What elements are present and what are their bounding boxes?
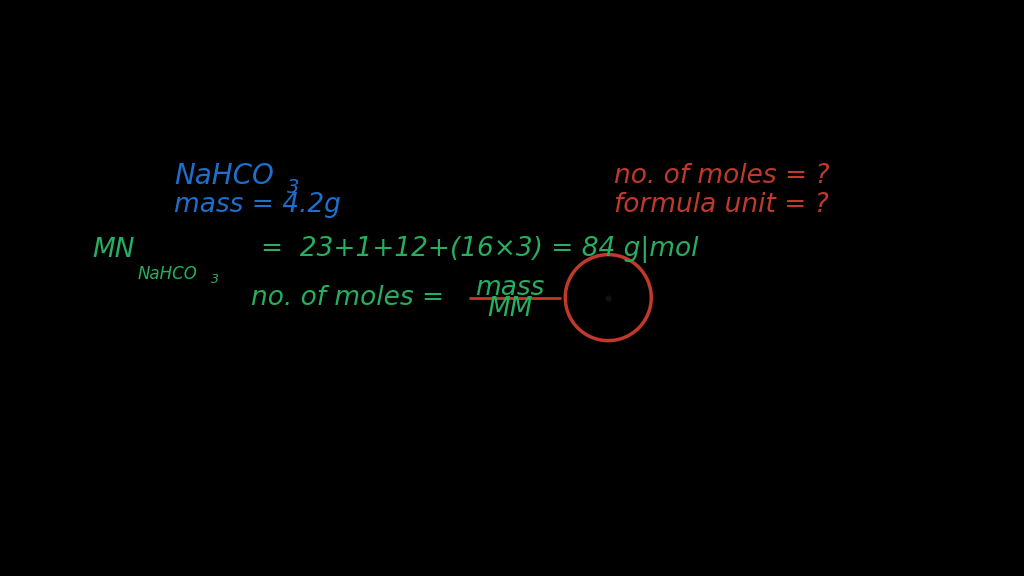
- Text: MN: MN: [92, 237, 135, 263]
- Text: no. of moles =: no. of moles =: [251, 285, 444, 310]
- Text: mass = 4.2g: mass = 4.2g: [174, 192, 341, 218]
- Text: no. of moles = ?: no. of moles = ?: [614, 162, 829, 188]
- Text: formula unit = ?: formula unit = ?: [614, 192, 829, 218]
- Text: NaHCO: NaHCO: [174, 161, 274, 190]
- Text: NaHCO: NaHCO: [137, 264, 197, 283]
- Text: 3: 3: [211, 273, 219, 286]
- Text: =  23+1+12+(16×3) = 84 g|mol: = 23+1+12+(16×3) = 84 g|mol: [261, 236, 698, 263]
- Text: 3: 3: [287, 178, 299, 197]
- Text: Mole concept: Mole concept: [415, 105, 609, 133]
- Text: mass: mass: [475, 275, 545, 301]
- Text: MM: MM: [487, 297, 532, 323]
